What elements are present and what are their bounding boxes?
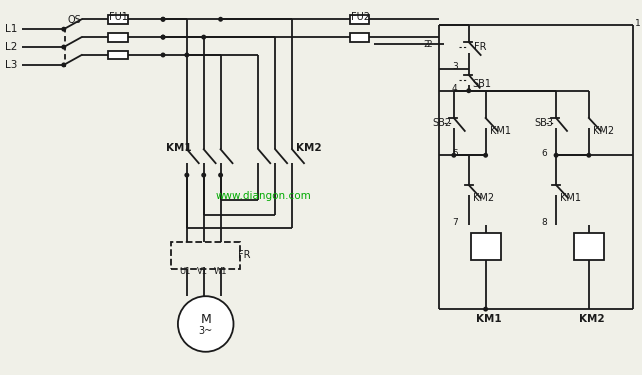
Circle shape — [218, 17, 223, 22]
Text: QS: QS — [68, 15, 82, 25]
Text: 2: 2 — [423, 40, 429, 49]
Text: W1: W1 — [214, 267, 227, 276]
Text: SB2: SB2 — [432, 118, 451, 128]
Text: FU1: FU1 — [109, 12, 128, 22]
Text: 3: 3 — [452, 62, 458, 71]
Text: FR: FR — [474, 42, 486, 52]
Text: M: M — [200, 312, 211, 326]
Text: SB3: SB3 — [534, 118, 553, 128]
Circle shape — [201, 172, 206, 178]
Text: 7: 7 — [452, 218, 458, 227]
Text: V1: V1 — [197, 267, 208, 276]
Text: KM1: KM1 — [166, 143, 191, 153]
Text: FR: FR — [238, 251, 251, 261]
Circle shape — [61, 45, 66, 50]
Text: KM1: KM1 — [560, 193, 581, 203]
Text: 4: 4 — [452, 84, 458, 93]
Text: FU2: FU2 — [351, 12, 370, 22]
Bar — [108, 33, 128, 42]
Text: U1: U1 — [179, 267, 190, 276]
Text: L3: L3 — [5, 60, 17, 70]
Circle shape — [201, 34, 206, 40]
Text: KM1: KM1 — [490, 126, 510, 136]
Text: 6: 6 — [541, 149, 547, 158]
Text: KM2: KM2 — [473, 193, 494, 203]
Text: 5: 5 — [452, 149, 458, 158]
Circle shape — [61, 27, 66, 32]
Text: L1: L1 — [5, 24, 17, 34]
Text: KM2: KM2 — [579, 314, 605, 324]
Text: 2: 2 — [426, 40, 431, 49]
Circle shape — [160, 17, 166, 22]
Bar — [108, 15, 128, 24]
Circle shape — [586, 153, 591, 158]
Text: KM2: KM2 — [296, 143, 322, 153]
Bar — [350, 15, 370, 24]
Text: 1: 1 — [634, 19, 640, 28]
Circle shape — [553, 153, 559, 158]
Bar — [574, 232, 603, 261]
Text: SB1: SB1 — [473, 79, 492, 89]
Circle shape — [451, 153, 456, 158]
Text: www.diangon.com: www.diangon.com — [216, 191, 311, 201]
Circle shape — [483, 153, 488, 158]
Bar — [108, 51, 128, 60]
Text: L2: L2 — [5, 42, 17, 52]
Circle shape — [466, 88, 471, 93]
Circle shape — [184, 53, 189, 57]
Circle shape — [61, 62, 66, 68]
Bar — [171, 242, 241, 269]
Circle shape — [178, 296, 234, 352]
Circle shape — [483, 307, 488, 312]
Circle shape — [160, 34, 166, 40]
Circle shape — [218, 172, 223, 178]
Bar — [471, 232, 501, 261]
Text: 8: 8 — [541, 218, 547, 227]
Circle shape — [184, 172, 189, 178]
Text: KM1: KM1 — [476, 314, 501, 324]
Text: KM2: KM2 — [593, 126, 614, 136]
Text: 3~: 3~ — [198, 326, 213, 336]
Bar — [350, 33, 370, 42]
Circle shape — [160, 17, 166, 22]
Circle shape — [160, 34, 166, 40]
Circle shape — [160, 53, 166, 57]
